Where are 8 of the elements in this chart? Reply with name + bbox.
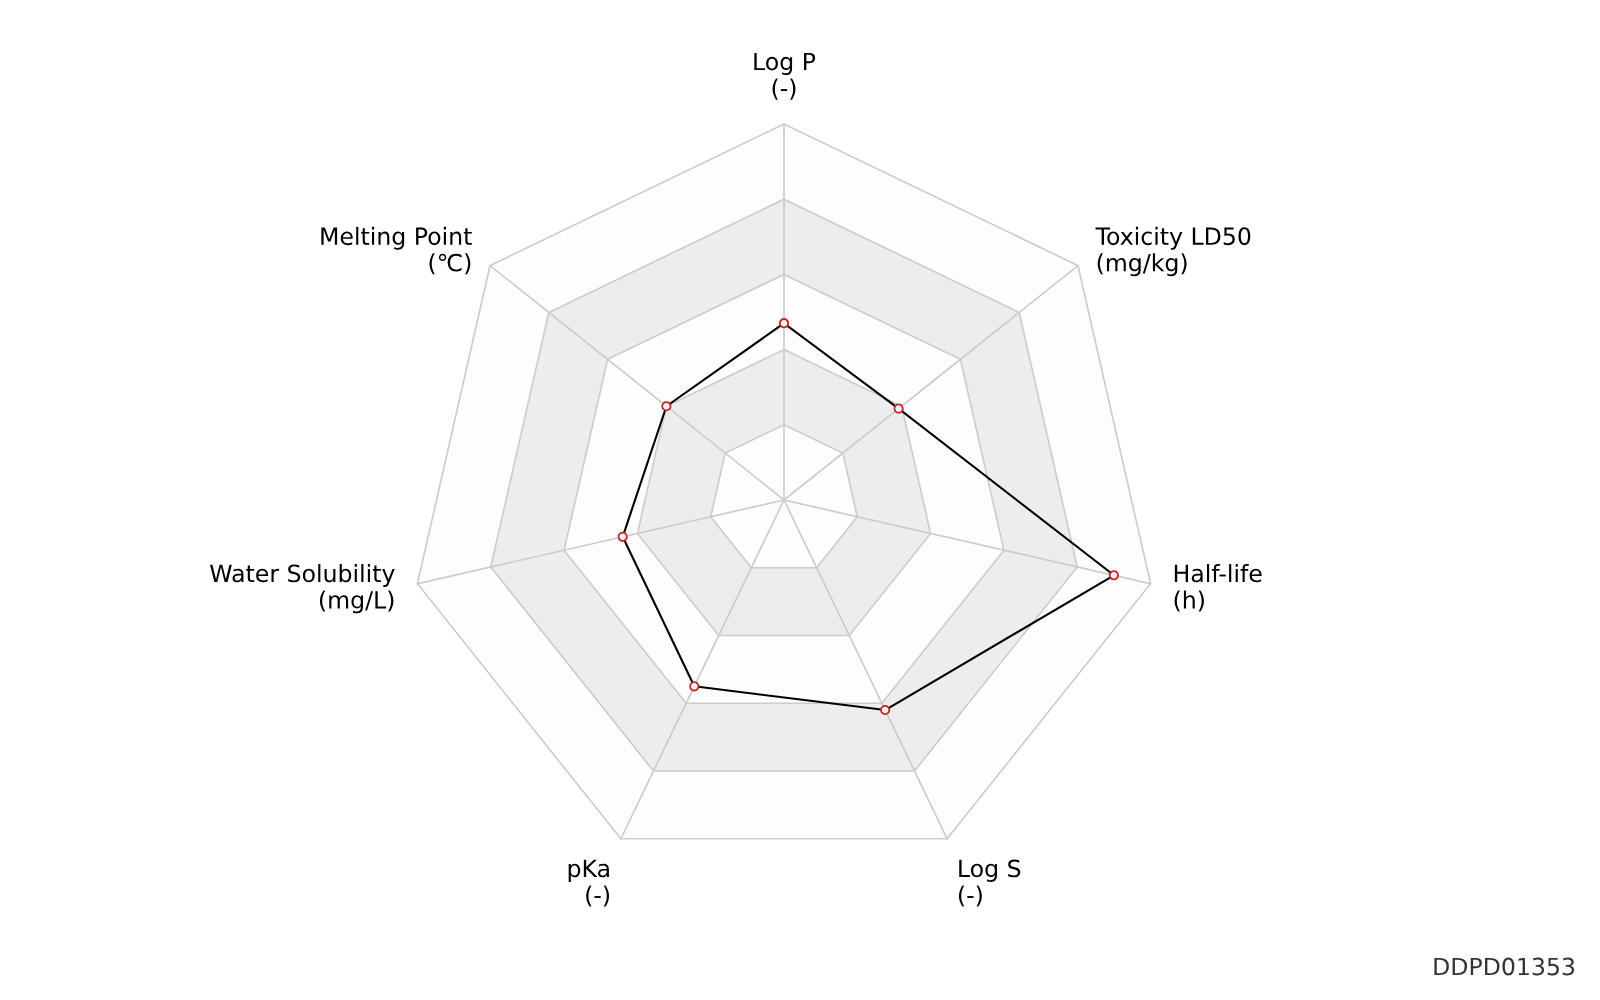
text: DDPD01353	[1434, 957, 1575, 976]
spoke-label: Toxicity LD50 (mg/kg)	[1095, 226, 1251, 277]
spoke-label: Water Solubility (mg/L)	[210, 564, 395, 614]
spoke-label: pKa (-)	[568, 859, 610, 907]
spoke-label: Log P (-)	[754, 52, 816, 100]
spoke-label: Melting Point (℃)	[321, 226, 472, 275]
spoke-label: Log S (-)	[958, 859, 1021, 907]
spoke-label: Half-life (h)	[1174, 564, 1262, 612]
